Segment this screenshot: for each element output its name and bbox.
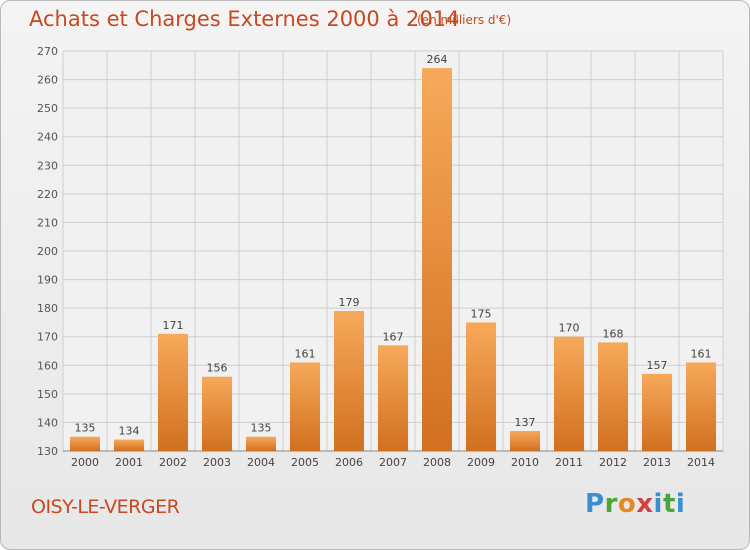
bar-2012	[598, 342, 628, 451]
bar-2010	[510, 431, 540, 451]
logo-letter: i	[653, 489, 663, 519]
y-tick-label: 260	[37, 74, 58, 87]
x-tick-label: 2012	[599, 456, 627, 469]
data-label: 134	[119, 425, 140, 438]
chart-unit: (en milliers d'€)	[417, 13, 512, 27]
x-tick-label: 2006	[335, 456, 363, 469]
bar-2006	[334, 311, 364, 451]
data-label: 170	[559, 322, 580, 335]
data-label: 264	[427, 53, 448, 66]
y-tick-label: 220	[37, 188, 58, 201]
data-label: 135	[251, 422, 272, 435]
y-tick-label: 160	[37, 359, 58, 372]
x-tick-label: 2003	[203, 456, 231, 469]
data-label: 167	[383, 330, 404, 343]
y-tick-label: 190	[37, 274, 58, 287]
x-tick-label: 2002	[159, 456, 187, 469]
logo-letter: r	[604, 489, 618, 519]
data-label: 157	[647, 359, 668, 372]
bar-2001	[114, 439, 144, 451]
data-label: 161	[691, 347, 712, 360]
y-tick-label: 270	[37, 45, 58, 58]
bar-2007	[378, 345, 408, 451]
bar-2008	[422, 68, 452, 452]
bar-2013	[642, 373, 672, 451]
y-tick-label: 250	[37, 102, 58, 115]
x-tick-label: 2013	[643, 456, 671, 469]
x-tick-label: 2010	[511, 456, 539, 469]
x-tick-label: 2011	[555, 456, 583, 469]
bar-2004	[246, 436, 276, 451]
data-label: 171	[163, 319, 184, 332]
y-tick-label: 130	[37, 445, 58, 458]
data-label: 168	[603, 327, 624, 340]
commune-name: OISY-LE-VERGER	[31, 496, 180, 518]
y-tick-label: 200	[37, 245, 58, 258]
data-label: 175	[471, 307, 492, 320]
y-tick-label: 150	[37, 388, 58, 401]
logo-letter: o	[617, 489, 637, 519]
logo-letter: t	[662, 489, 676, 519]
x-tick-label: 2008	[423, 456, 451, 469]
data-label: 161	[295, 347, 316, 360]
data-labels: 135 134 171 156 135 161 179 167 264 175 137 170 168 1…	[75, 53, 712, 437]
logo-letter: x	[636, 489, 654, 519]
data-label: 179	[339, 296, 360, 309]
data-label: 156	[207, 362, 228, 375]
logo-letter: P	[585, 489, 605, 519]
bar-2003	[202, 376, 232, 451]
bar-2009	[466, 322, 496, 451]
axes: 130 140 150 160 170 180 190 200 210 220 230 240 250 2…	[37, 45, 723, 469]
bar-2014	[686, 362, 716, 451]
x-tick-label: 2005	[291, 456, 319, 469]
data-label: 135	[75, 422, 96, 435]
proxiti-logo[interactable]: Proxiti	[585, 489, 685, 519]
bar-2002	[158, 333, 188, 451]
x-tick-label: 2009	[467, 456, 495, 469]
x-tick-label: 2007	[379, 456, 407, 469]
y-tick-label: 140	[37, 416, 58, 429]
y-tick-label: 230	[37, 159, 58, 172]
x-tick-label: 2001	[115, 456, 143, 469]
logo-letter: i	[675, 489, 686, 519]
y-tick-label: 180	[37, 302, 58, 315]
bars	[70, 68, 716, 452]
y-tick-label: 240	[37, 131, 58, 144]
bar-2005	[290, 362, 320, 451]
y-tick-label: 170	[37, 331, 58, 344]
data-label: 137	[515, 416, 536, 429]
y-tick-label: 210	[37, 216, 58, 229]
x-tick-label: 2000	[71, 456, 99, 469]
x-tick-label: 2014	[687, 456, 715, 469]
bar-2000	[70, 436, 100, 451]
x-tick-label: 2004	[247, 456, 275, 469]
chart-title: Achats et Charges Externes 2000 à 2014	[29, 7, 460, 31]
bar-2011	[554, 336, 584, 451]
